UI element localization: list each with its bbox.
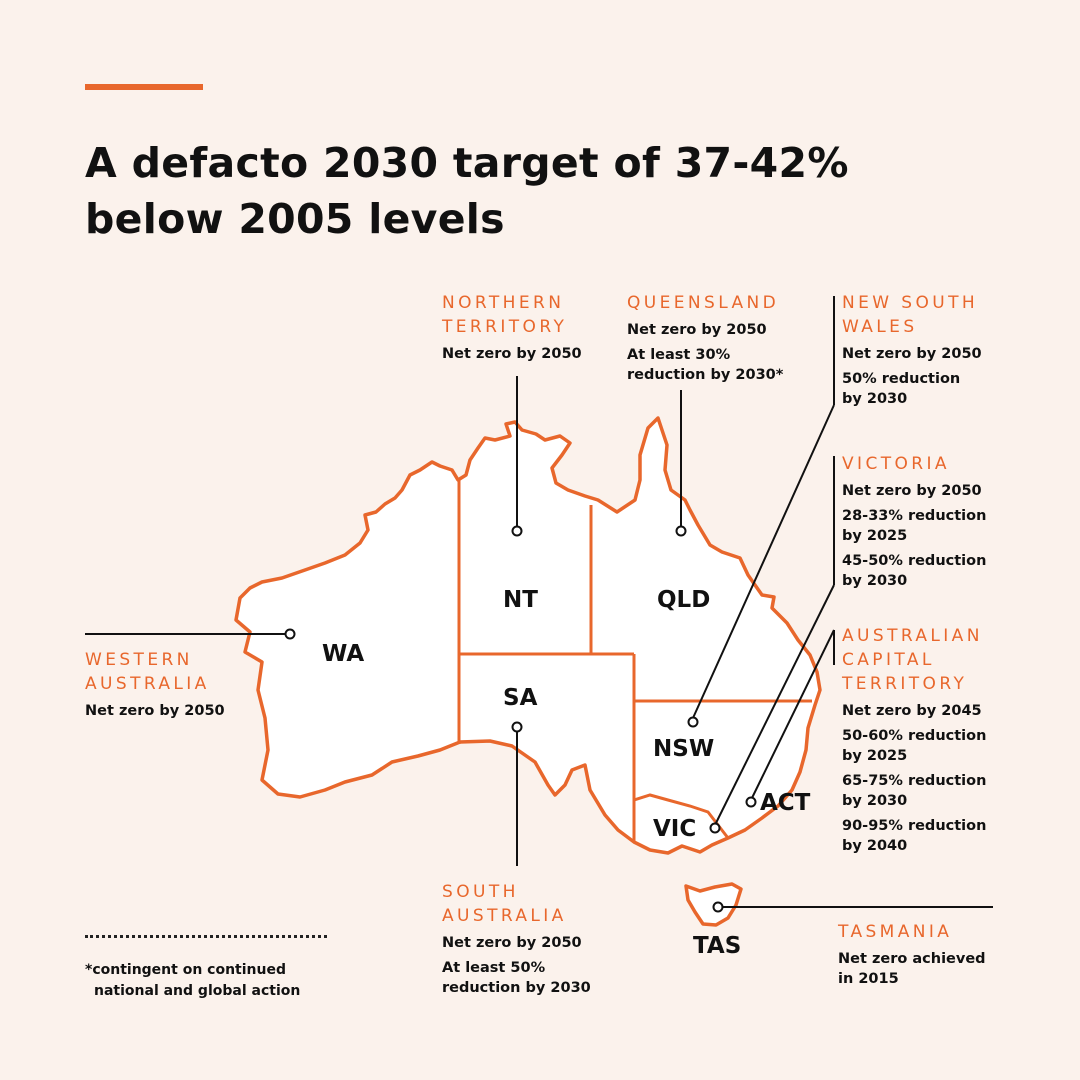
marker-sa	[511, 721, 523, 733]
leader-line-act	[750, 629, 835, 801]
abbr-tas: TAS	[693, 933, 742, 959]
region-fact: Net zero by 2050	[85, 703, 225, 719]
region-fact: Net zero by 2050	[442, 935, 582, 951]
border-nsw-vic	[633, 793, 730, 839]
region-fact: 50% reduction by 2030	[842, 371, 961, 407]
leader-lines	[85, 296, 993, 908]
region-fact: 90-95% reduction by 2040	[842, 818, 987, 854]
markers	[284, 525, 757, 913]
label-northern-territory: NORTHERN TERRITORY Net zero by 2050	[442, 291, 582, 364]
region-fact: 45-50% reduction by 2030	[842, 553, 987, 589]
region-fact: Net zero by 2050	[842, 346, 982, 362]
abbr-vic: VIC	[653, 816, 697, 842]
footnote-divider	[85, 935, 327, 938]
marker-vic	[709, 822, 721, 834]
page-title: A defacto 2030 target of 37-42% below 20…	[85, 135, 985, 247]
region-name-line: QUEENSLAND	[627, 293, 780, 313]
title-line-2: below 2005 levels	[85, 195, 505, 243]
footnote-line: national and global action	[94, 983, 301, 999]
region-name-line: NEW SOUTH	[842, 293, 979, 313]
region-fact: Net zero by 2045	[842, 703, 982, 719]
label-tasmania: TASMANIA Net zero achieved in 2015	[838, 920, 986, 989]
abbr-act: ACT	[760, 790, 811, 816]
label-australian-capital-territory: AUSTRALIAN CAPITAL TERRITORY Net zero by…	[842, 624, 986, 856]
label-queensland: QUEENSLAND Net zero by 2050 At least 30%…	[627, 291, 783, 385]
region-name-line: NORTHERN	[442, 293, 565, 313]
marker-nt	[511, 525, 523, 537]
region-fact: 28-33% reduction by 2025	[842, 508, 987, 544]
abbr-qld: QLD	[657, 587, 711, 613]
label-victoria: VICTORIA Net zero by 2050 28-33% reducti…	[842, 452, 986, 591]
region-fact: At least 30% reduction by 2030*	[627, 347, 784, 383]
region-name-line: CAPITAL	[842, 650, 935, 670]
region-name-line: TASMANIA	[838, 922, 953, 942]
region-name-sa: SOUTH AUSTRALIA	[442, 880, 591, 928]
region-name-tas: TASMANIA	[838, 920, 986, 944]
region-name-line: SOUTH	[442, 882, 519, 902]
marker-qld	[675, 525, 687, 537]
region-fact: At least 50% reduction by 2030	[442, 960, 591, 996]
region-name-line: TERRITORY	[842, 674, 968, 694]
region-name-nt: NORTHERN TERRITORY	[442, 291, 582, 339]
leader-line-nsw	[692, 404, 835, 719]
region-name-act: AUSTRALIAN CAPITAL TERRITORY	[842, 624, 986, 696]
footnote-line: *contingent on continued	[85, 962, 286, 978]
marker-wa	[284, 628, 296, 640]
marker-tas	[712, 901, 724, 913]
accent-bar	[85, 84, 203, 90]
region-name-line: TERRITORY	[442, 317, 568, 337]
region-name-line: VICTORIA	[842, 454, 950, 474]
footnote: *contingent on continued national and gl…	[85, 960, 300, 1002]
region-fact: Net zero by 2050	[442, 346, 582, 362]
abbr-nt: NT	[503, 587, 538, 613]
abbr-sa: SA	[503, 685, 538, 711]
marker-act	[745, 796, 757, 808]
leader-line-vic	[714, 584, 835, 826]
label-western-australia: WESTERN AUSTRALIA Net zero by 2050	[85, 648, 225, 721]
region-fact: Net zero by 2050	[842, 483, 982, 499]
region-name-line: WALES	[842, 317, 918, 337]
marker-nsw	[687, 716, 699, 728]
abbr-wa: WA	[322, 641, 365, 667]
label-south-australia: SOUTH AUSTRALIA Net zero by 2050 At leas…	[442, 880, 591, 998]
region-fact: Net zero achieved in 2015	[838, 951, 986, 987]
region-name-line: AUSTRALIA	[442, 906, 567, 926]
mainland-outline	[234, 416, 822, 855]
region-name-qld: QUEENSLAND	[627, 291, 783, 315]
region-fact: 65-75% reduction by 2030	[842, 773, 987, 809]
state-borders	[457, 478, 812, 843]
region-fact: Net zero by 2050	[627, 322, 767, 338]
region-name-line: AUSTRALIAN	[842, 626, 983, 646]
region-name-nsw: NEW SOUTH WALES	[842, 291, 982, 339]
region-fact: 50-60% reduction by 2025	[842, 728, 987, 764]
label-new-south-wales: NEW SOUTH WALES Net zero by 2050 50% red…	[842, 291, 982, 409]
region-name-wa: WESTERN AUSTRALIA	[85, 648, 225, 696]
region-name-line: WESTERN	[85, 650, 193, 670]
title-line-1: A defacto 2030 target of 37-42%	[85, 139, 849, 187]
region-name-vic: VICTORIA	[842, 452, 986, 476]
region-name-line: AUSTRALIA	[85, 674, 210, 694]
abbr-nsw: NSW	[653, 736, 715, 762]
